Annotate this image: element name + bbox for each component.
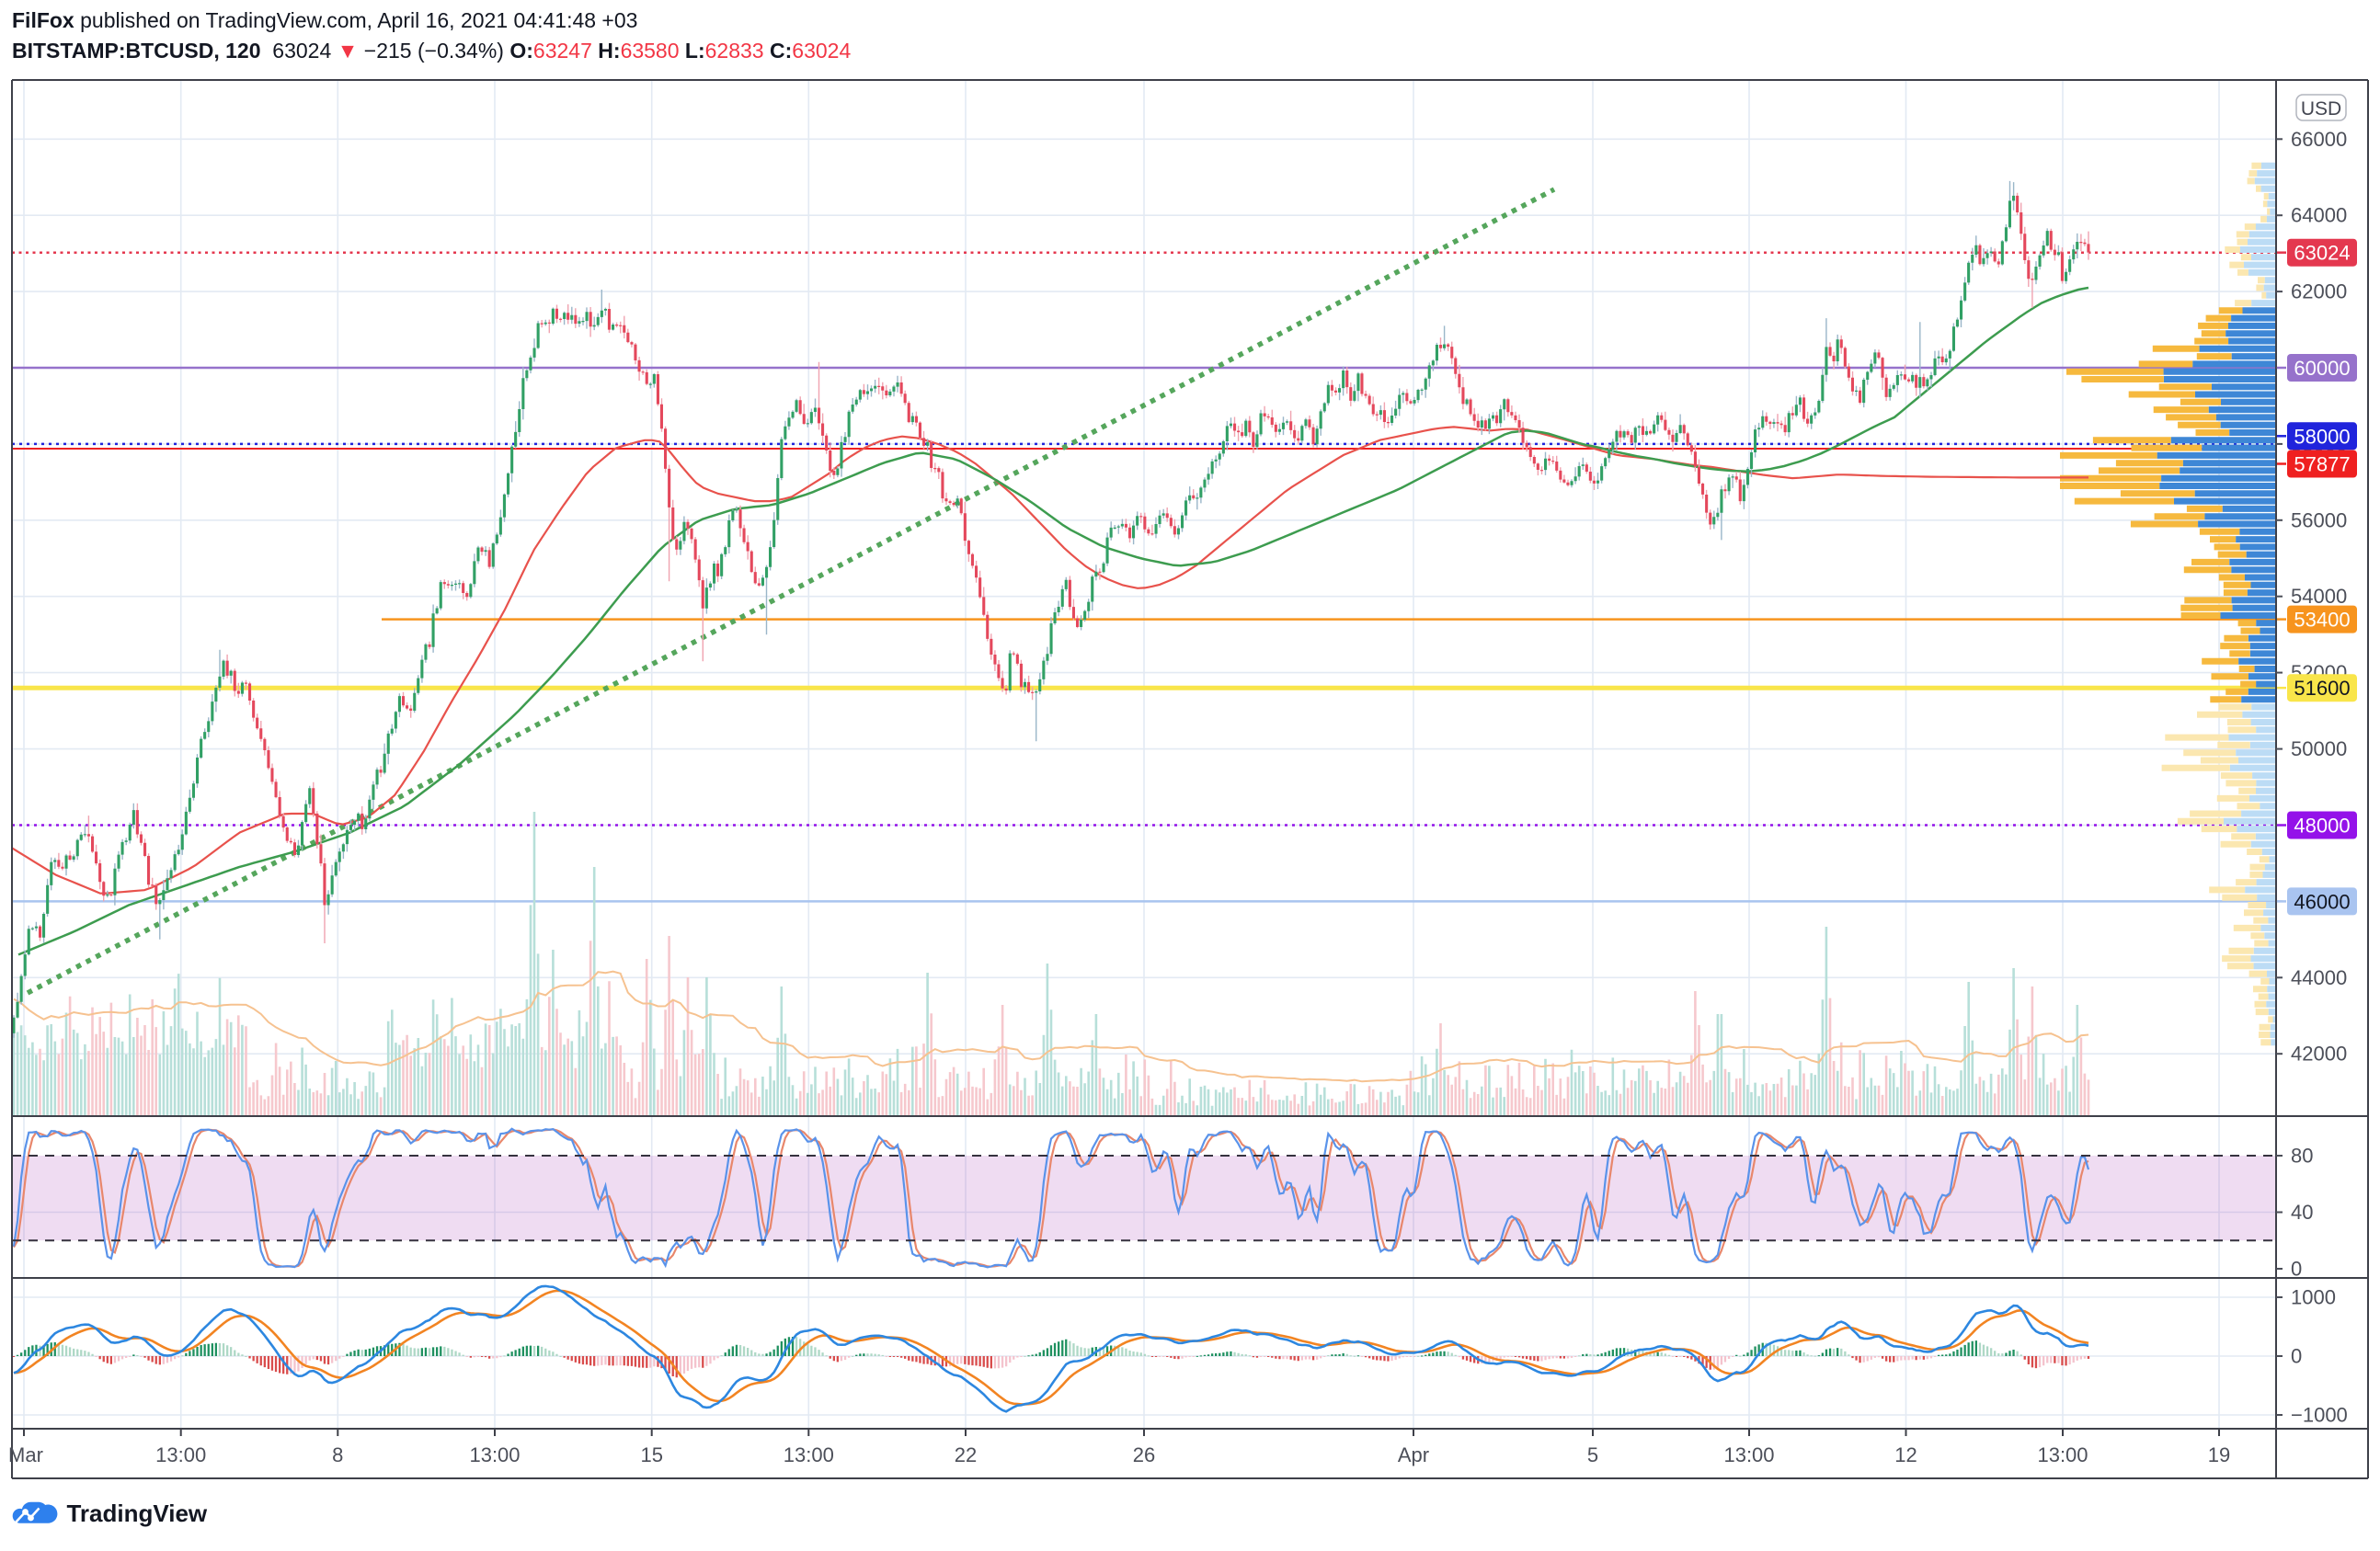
svg-text:5: 5 xyxy=(1587,1443,1598,1466)
svg-text:13:00: 13:00 xyxy=(469,1443,520,1466)
svg-text:1000: 1000 xyxy=(2291,1286,2336,1309)
svg-text:12: 12 xyxy=(1894,1443,1917,1466)
svg-text:64000: 64000 xyxy=(2291,204,2347,227)
svg-text:80: 80 xyxy=(2291,1145,2313,1168)
svg-text:53400: 53400 xyxy=(2294,609,2350,632)
svg-text:26: 26 xyxy=(1133,1443,1155,1466)
svg-text:56000: 56000 xyxy=(2291,508,2347,531)
svg-text:66000: 66000 xyxy=(2291,128,2347,151)
svg-text:19: 19 xyxy=(2208,1443,2230,1466)
svg-text:13:00: 13:00 xyxy=(1723,1443,1774,1466)
svg-text:0: 0 xyxy=(2291,1345,2302,1368)
svg-text:40: 40 xyxy=(2291,1201,2313,1224)
svg-text:13:00: 13:00 xyxy=(155,1443,206,1466)
svg-text:63024: 63024 xyxy=(2294,242,2350,265)
svg-text:46000: 46000 xyxy=(2294,890,2350,913)
svg-text:Mar: Mar xyxy=(8,1443,43,1466)
svg-text:USD: USD xyxy=(2301,98,2341,120)
svg-text:50000: 50000 xyxy=(2291,737,2347,760)
svg-text:57877: 57877 xyxy=(2294,453,2350,476)
svg-text:51600: 51600 xyxy=(2294,677,2350,700)
svg-text:0: 0 xyxy=(2291,1258,2302,1281)
svg-text:54000: 54000 xyxy=(2291,585,2347,608)
svg-text:60000: 60000 xyxy=(2294,357,2350,380)
svg-text:Apr: Apr xyxy=(1398,1443,1429,1466)
svg-text:42000: 42000 xyxy=(2291,1043,2347,1066)
svg-text:−1000: −1000 xyxy=(2291,1404,2348,1427)
svg-text:15: 15 xyxy=(640,1443,662,1466)
svg-text:22: 22 xyxy=(955,1443,977,1466)
svg-text:13:00: 13:00 xyxy=(784,1443,834,1466)
svg-text:13:00: 13:00 xyxy=(2037,1443,2088,1466)
svg-text:62000: 62000 xyxy=(2291,280,2347,303)
svg-text:58000: 58000 xyxy=(2294,425,2350,448)
svg-text:48000: 48000 xyxy=(2294,815,2350,838)
svg-text:8: 8 xyxy=(332,1443,343,1466)
svg-text:44000: 44000 xyxy=(2291,966,2347,989)
